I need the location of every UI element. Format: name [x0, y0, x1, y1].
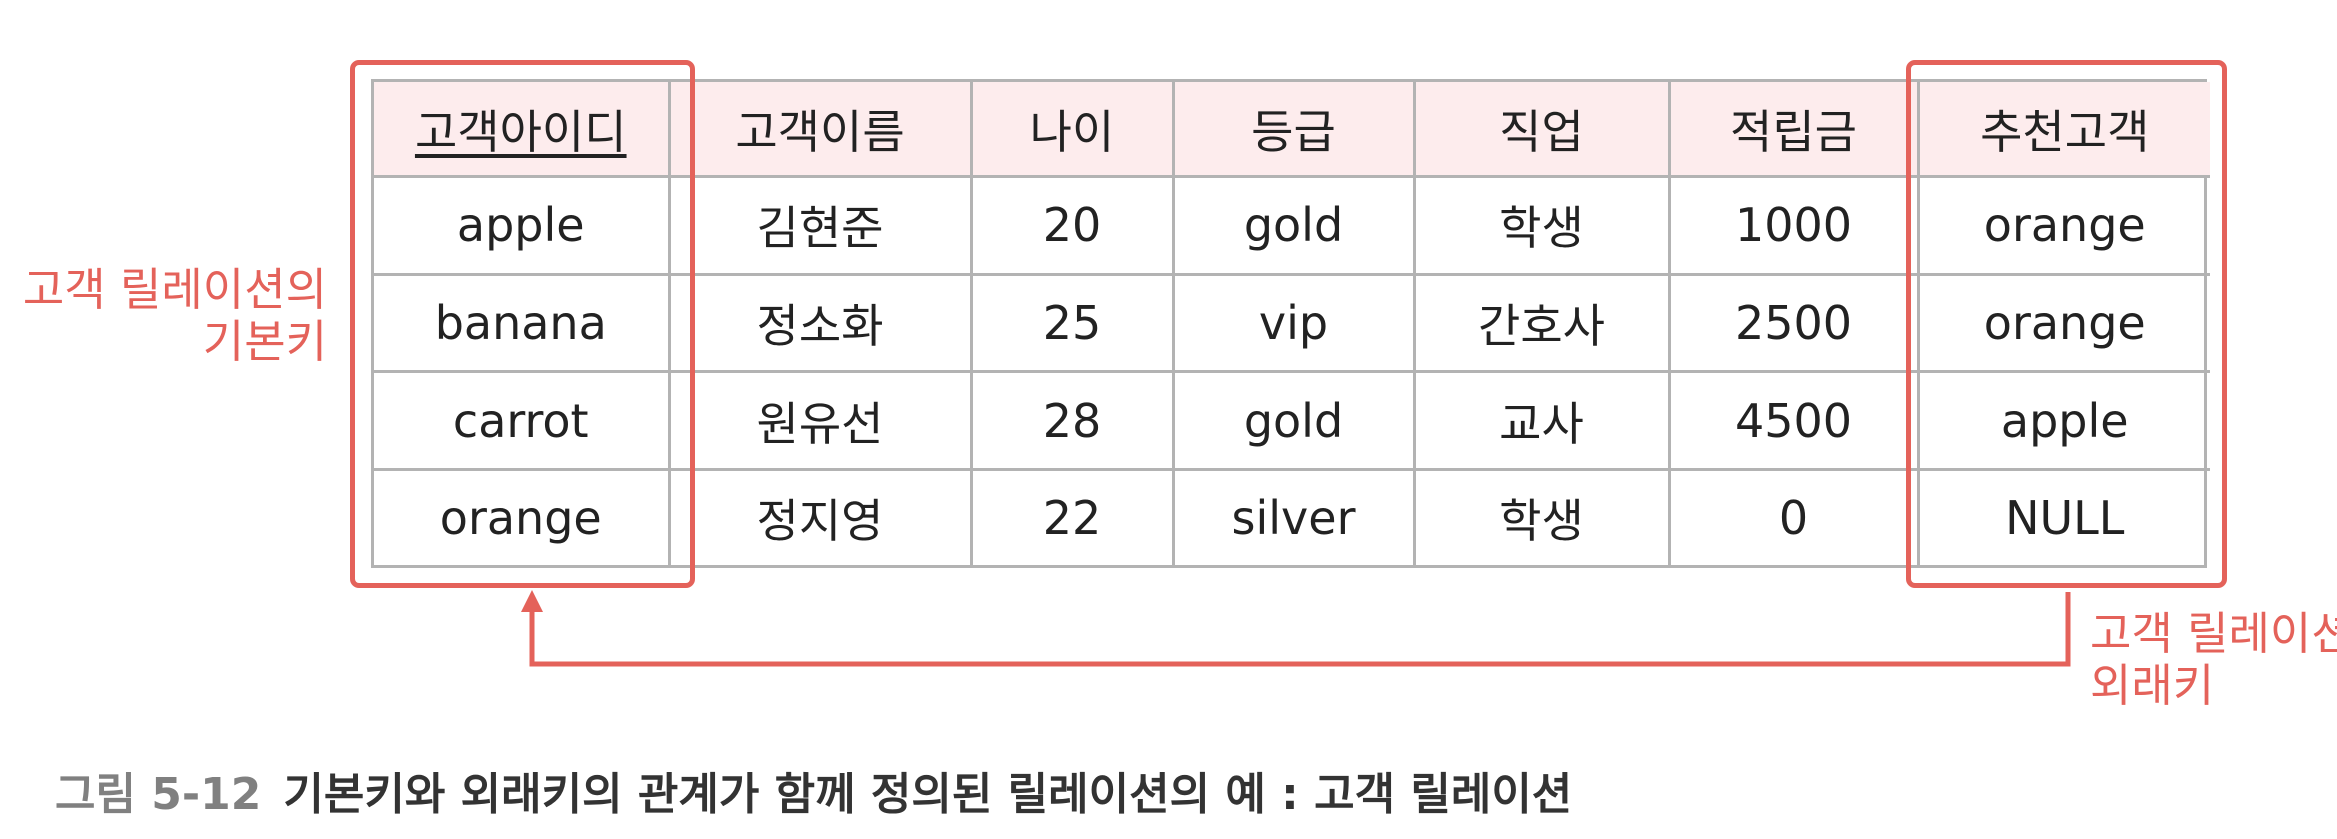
cell-age: 28: [969, 370, 1175, 471]
figure-caption: 그림 5-12 기본키와 외래키의 관계가 함께 정의된 릴레이션의 예 : 고객…: [55, 758, 1572, 822]
cell-points: 0: [1667, 467, 1920, 565]
header-job: 직업: [1412, 82, 1671, 178]
header-referrer: 추천고객: [1916, 82, 2210, 178]
cell-customer-name: 정지영: [667, 467, 973, 565]
header-customer-name: 고객이름: [667, 82, 973, 178]
cell-age: 25: [969, 272, 1175, 374]
cell-job: 교사: [1412, 370, 1671, 471]
cell-referrer: orange: [1916, 272, 2210, 374]
cell-referrer: apple: [1916, 370, 2210, 471]
cell-referrer: orange: [1916, 175, 2210, 276]
caption-text: 기본키와 외래키의 관계가 함께 정의된 릴레이션의 예 : 고객 릴레이션: [283, 769, 1573, 820]
cell-customer-name: 김현준: [667, 175, 973, 276]
cell-referrer: NULL: [1916, 467, 2210, 565]
customer-relation-table: 고객아이디 고객이름 나이 등급 직업 적립금 추천고객 apple 김현준 2…: [371, 79, 2210, 568]
cell-grade: vip: [1171, 272, 1416, 374]
foreign-key-label-line2: 외래키: [2090, 659, 2215, 712]
cell-customer-id: carrot: [374, 370, 671, 471]
cell-points: 2500: [1667, 272, 1920, 374]
cell-grade: gold: [1171, 175, 1416, 276]
header-points: 적립금: [1667, 82, 1920, 178]
table-row: carrot 원유선 28 gold 교사 4500 apple: [374, 370, 2210, 471]
table-row: orange 정지영 22 silver 학생 0 NULL: [374, 467, 2210, 565]
cell-points: 1000: [1667, 175, 1920, 276]
cell-customer-name: 정소화: [667, 272, 973, 374]
cell-age: 22: [969, 467, 1175, 565]
header-age: 나이: [969, 82, 1175, 178]
cell-age: 20: [969, 175, 1175, 276]
table-row: banana 정소화 25 vip 간호사 2500 orange: [374, 272, 2210, 374]
cell-job: 학생: [1412, 467, 1671, 565]
cell-grade: silver: [1171, 467, 1416, 565]
cell-customer-name: 원유선: [667, 370, 973, 471]
cell-customer-id: apple: [374, 175, 671, 276]
cell-customer-id: banana: [374, 272, 671, 374]
primary-key-label-line2: 기본키: [202, 315, 327, 368]
relation-grid: 고객아이디 고객이름 나이 등급 직업 적립금 추천고객 apple 김현준 2…: [374, 82, 2210, 565]
cell-customer-id: orange: [374, 467, 671, 565]
table-row: apple 김현준 20 gold 학생 1000 orange: [374, 175, 2210, 276]
cell-points: 4500: [1667, 370, 1920, 471]
figure-number: 그림 5-12: [55, 769, 262, 820]
cell-grade: gold: [1171, 370, 1416, 471]
header-customer-id: 고객아이디: [374, 82, 671, 178]
cell-job: 학생: [1412, 175, 1671, 276]
header-grade: 등급: [1171, 82, 1416, 178]
cell-job: 간호사: [1412, 272, 1671, 374]
foreign-key-label: 고객 릴레이션의 외래키: [2090, 608, 2337, 712]
table-header-row: 고객아이디 고객이름 나이 등급 직업 적립금 추천고객: [374, 82, 2210, 178]
arrowhead-icon: [521, 590, 543, 612]
primary-key-label: 고객 릴레이션의 기본키: [23, 264, 327, 368]
foreign-key-label-line1: 고객 릴레이션의: [2090, 607, 2337, 660]
reference-arrow-line: [529, 592, 2071, 667]
primary-key-label-line1: 고객 릴레이션의: [22, 263, 327, 316]
